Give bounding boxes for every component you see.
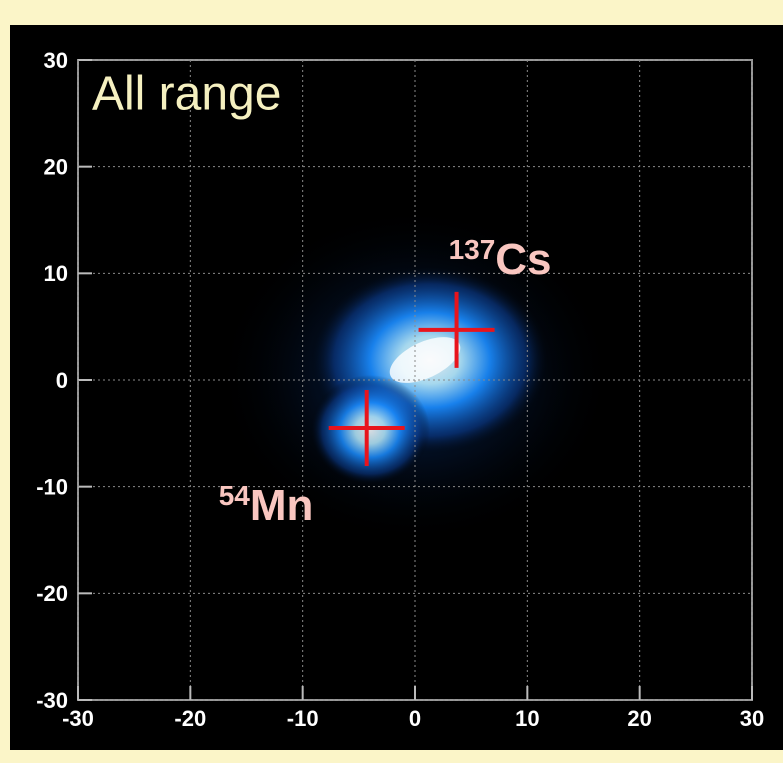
page: -30-20-100102030-30-20-100102030All rang…: [0, 0, 783, 763]
element-symbol: Mn: [250, 481, 314, 530]
x-tick-label: -20: [174, 706, 206, 731]
y-tick-label: 0: [56, 368, 68, 393]
y-tick-label: 20: [44, 154, 68, 179]
x-tick-label: 0: [409, 706, 421, 731]
x-tick-label: 20: [627, 706, 651, 731]
y-tick-label: 30: [44, 48, 68, 73]
y-tick-label: -10: [36, 474, 68, 499]
x-tick-label: 30: [740, 706, 764, 731]
mass-number: 137: [449, 234, 496, 265]
y-tick-label: 10: [44, 261, 68, 286]
element-symbol: Cs: [495, 234, 551, 283]
chart-title: All range: [92, 68, 281, 121]
chart: -30-20-100102030-30-20-100102030All rang…: [0, 0, 783, 763]
x-tick-label: -30: [62, 706, 94, 731]
y-tick-label: -20: [36, 581, 68, 606]
mass-number: 54: [219, 480, 251, 511]
x-tick-label: 10: [515, 706, 539, 731]
x-tick-label: -10: [287, 706, 319, 731]
